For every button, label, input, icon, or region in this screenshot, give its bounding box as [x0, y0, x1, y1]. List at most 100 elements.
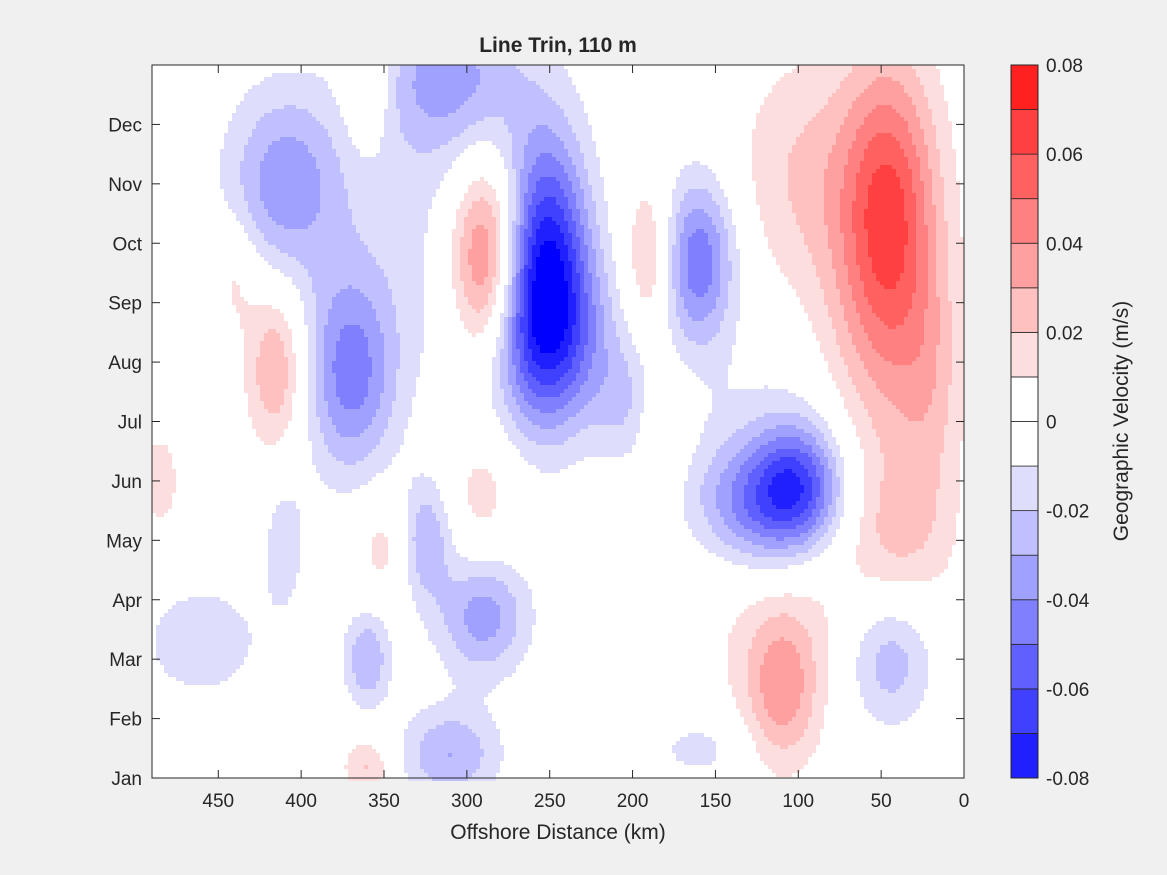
contour-cell: [856, 261, 872, 265]
contour-cell: [580, 141, 596, 145]
contour-cell: [524, 201, 532, 205]
contour-cell: [824, 505, 828, 509]
contour-cell: [480, 765, 500, 769]
contour-cell: [564, 441, 636, 445]
contour-cell: [540, 425, 556, 429]
contour-cell: [576, 345, 584, 349]
contour-cell: [816, 517, 824, 521]
contour-cell: [512, 641, 532, 645]
contour-cell: [916, 213, 924, 217]
contour-cell: [604, 321, 616, 325]
contour-cell: [880, 685, 900, 689]
contour-cell: [940, 169, 956, 173]
contour-cell: [756, 745, 780, 749]
contour-cell: [556, 409, 580, 413]
contour-cell: [836, 461, 844, 465]
contour-cell: [916, 237, 928, 241]
contour-cell: [472, 277, 484, 281]
contour-cell: [940, 329, 952, 333]
contour-cell: [364, 457, 392, 461]
contour-cell: [856, 657, 876, 661]
contour-cell: [892, 401, 932, 405]
contour-cell: [752, 157, 788, 161]
contour-cell: [872, 173, 896, 177]
contour-cell: [856, 545, 884, 549]
contour-cell: [348, 285, 352, 289]
contour-cell: [536, 81, 572, 85]
contour-cell: [512, 253, 516, 257]
contour-cell: [668, 225, 676, 229]
contour-cell: [592, 297, 600, 301]
contour-cell: [584, 229, 592, 233]
contour-cell: [344, 681, 356, 685]
contour-cell: [836, 269, 848, 273]
contour-cell: [412, 717, 492, 721]
contour-cell: [936, 225, 948, 229]
contour-cell: [632, 389, 644, 393]
contour-cell: [576, 133, 592, 137]
contour-cell: [508, 329, 512, 333]
contour-cell: [244, 345, 260, 349]
contour-cell: [520, 305, 524, 309]
contour-cell: [856, 665, 876, 669]
contour-cell: [816, 337, 836, 341]
contour-cell: [324, 365, 332, 369]
contour-cell: [372, 557, 388, 561]
contour-cell: [152, 469, 176, 473]
contour-cell: [864, 89, 904, 93]
contour-cell: [496, 257, 500, 261]
contour-cell: [852, 145, 868, 149]
contour-cell: [772, 253, 812, 257]
contour-cell: [464, 289, 492, 293]
contour-cell: [572, 381, 584, 385]
contour-cell: [520, 233, 524, 237]
contour-cell: [452, 273, 460, 277]
contour-cell: [836, 141, 852, 145]
contour-cell: [848, 329, 864, 333]
contour-cell: [672, 189, 688, 193]
contour-cell: [820, 493, 824, 497]
contour-cell: [832, 149, 848, 153]
contour-cell: [568, 173, 576, 177]
contour-cell: [728, 645, 752, 649]
contour-cell: [936, 285, 948, 289]
contour-cell: [536, 265, 564, 269]
contour-cell: [756, 601, 820, 605]
contour-cell: [520, 189, 528, 193]
contour-cell: [672, 265, 680, 269]
contour-cell: [304, 305, 316, 309]
contour-cell: [952, 309, 964, 313]
contour-cell: [684, 513, 704, 517]
contour-cell: [612, 313, 624, 317]
contour-cell: [764, 761, 808, 765]
contour-cell: [916, 217, 924, 221]
contour-cell: [532, 197, 544, 201]
contour-cell: [540, 177, 556, 181]
contour-cell: [580, 149, 596, 153]
contour-cell: [824, 497, 832, 501]
contour-cell: [496, 337, 504, 341]
contour-cell: [932, 189, 944, 193]
contour-cell: [876, 657, 908, 661]
contour-cell: [364, 293, 392, 297]
contour-cell: [508, 269, 512, 273]
contour-cell: [368, 381, 384, 385]
contour-cell: [508, 293, 512, 297]
contour-cell: [824, 493, 832, 497]
contour-cell: [280, 409, 292, 413]
contour-cell: [796, 501, 808, 505]
contour-cell: [396, 81, 412, 85]
contour-cell: [720, 237, 728, 241]
contour-cell: [736, 697, 752, 701]
contour-cell: [876, 433, 944, 437]
contour-cell: [232, 293, 240, 297]
contour-cell: [836, 333, 852, 337]
contour-cell: [672, 745, 716, 749]
contour-cell: [176, 677, 228, 681]
contour-cell: [928, 297, 940, 301]
contour-cell: [692, 161, 700, 165]
contour-cell: [316, 365, 324, 369]
contour-cell: [324, 337, 340, 341]
contour-cell: [868, 233, 908, 237]
contour-cell: [748, 661, 764, 665]
